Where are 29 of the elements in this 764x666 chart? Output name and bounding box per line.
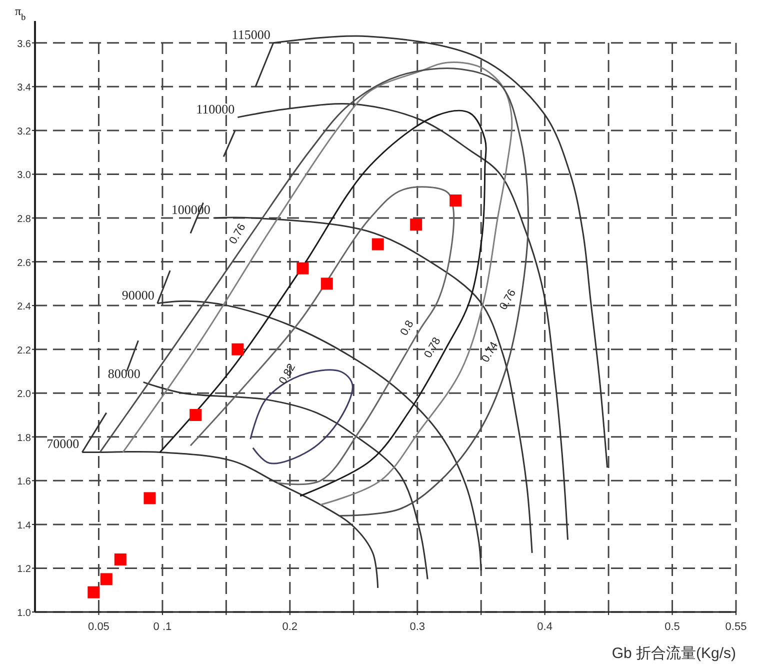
x-tick-label: 0.2 [282,621,298,633]
series-label: 110000 [196,101,235,116]
x-tick-label: 0.4 [537,621,552,633]
y-tick-label: 1.4 [17,520,32,532]
x-tick-label: 0.5 [664,621,680,633]
y-tick-label: 3.4 [17,82,32,94]
annotation: 0.8 [398,318,416,338]
series-label: 90000 [122,287,154,302]
x-tick-label: 0 .1 [153,621,172,633]
y-tick-label: 1.8 [17,432,32,444]
x-axis-title: Gb 折合流量(Kg/s) [612,645,736,662]
y-tick-label: 2.4 [17,302,32,313]
y-tick-label: 3.0 [17,170,32,182]
y-axis-title: π$_{b}$ [15,4,26,22]
y-tick-label: 2.2 [17,345,32,356]
x-tick-label: 0.55 [725,621,747,633]
y-tick-label: 1.2 [17,564,32,576]
y-tick-label: 2.6 [17,258,32,269]
y-tick-label: 1.0 [17,608,32,619]
series-label: 115000 [232,26,270,42]
x-tick-label: 0.3 [410,621,426,633]
y-tick-label: 3.2 [17,126,32,138]
y-tick-label: 2.8 [17,214,32,225]
x-tick-label: 0.05 [88,621,110,633]
series-label: 80000 [108,366,140,382]
y-tick-label: 1.6 [17,476,32,488]
series-label: 70000 [46,436,80,452]
y-tick-label: 2.0 [17,389,32,400]
y-tick-label: 3.6 [17,38,32,50]
